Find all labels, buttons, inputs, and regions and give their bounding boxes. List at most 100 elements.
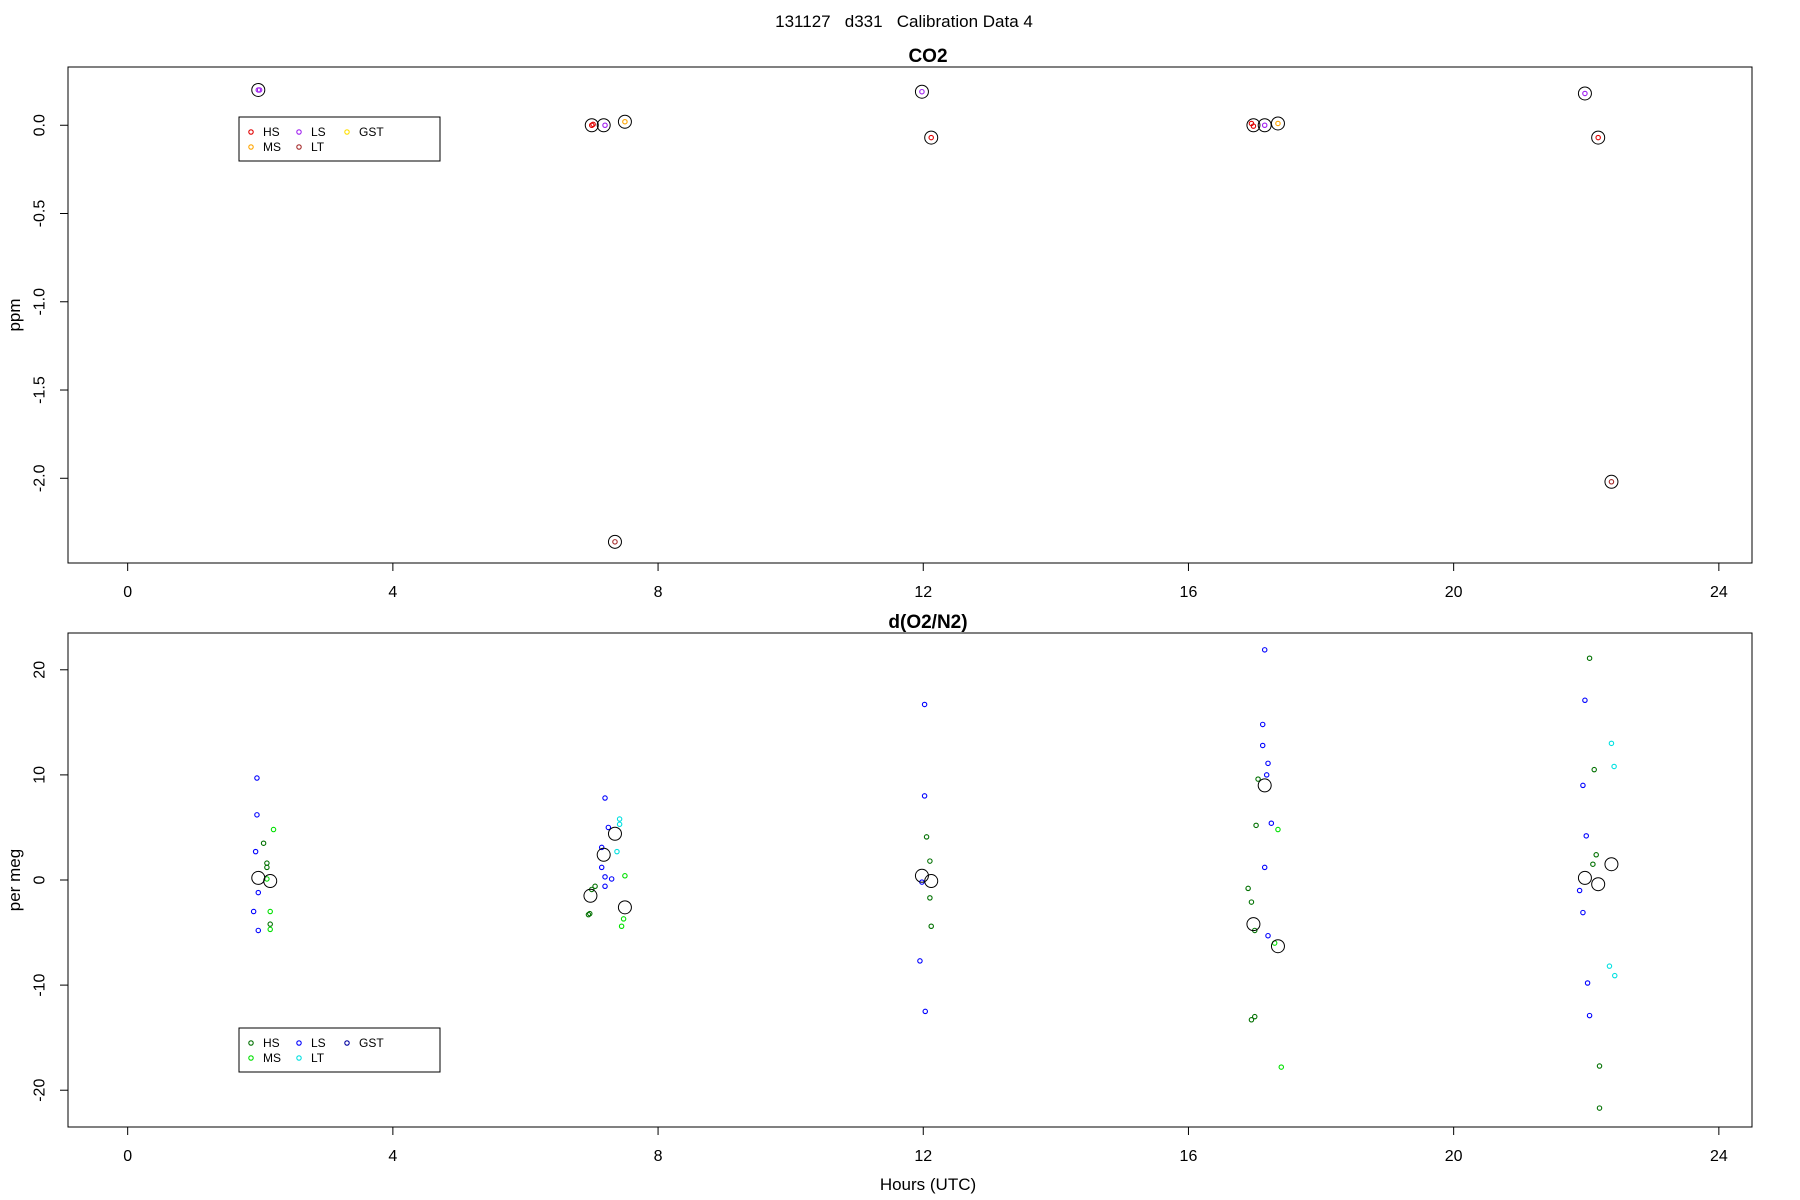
data-point — [1606, 963, 1613, 969]
x-tick-label: 24 — [1710, 584, 1728, 601]
data-point — [618, 923, 625, 929]
legend-item-ls: LS — [296, 1036, 326, 1050]
panel-title: CO2 — [908, 46, 947, 67]
mean-marker — [1246, 118, 1261, 133]
y-axis-label: ppm — [5, 298, 24, 331]
x-tick-label: 16 — [1180, 1148, 1198, 1165]
data-point — [1275, 120, 1281, 127]
data-point — [1596, 1063, 1603, 1069]
data-point — [1250, 123, 1257, 129]
data-point — [254, 812, 260, 818]
data-point — [602, 795, 608, 801]
data-point — [620, 916, 627, 922]
y-tick-label: -10 — [32, 973, 49, 996]
x-tick-label: 20 — [1445, 584, 1463, 601]
data-point — [622, 873, 628, 879]
y-tick-label: 0 — [32, 875, 49, 884]
mean-markers — [251, 778, 1619, 954]
legend-label: HS — [263, 125, 280, 139]
series-ls — [255, 87, 1588, 128]
legend-item-ms: MS — [248, 1051, 281, 1065]
data-point — [585, 911, 592, 918]
legend-marker — [296, 1040, 302, 1046]
data-point — [1248, 1017, 1255, 1023]
data-point — [598, 864, 605, 871]
legend-marker — [344, 1040, 350, 1046]
y-tick-label: 20 — [32, 661, 49, 679]
data-point — [1611, 763, 1617, 770]
data-point — [1580, 782, 1586, 789]
mean-marker — [1270, 939, 1285, 954]
data-point — [614, 848, 620, 855]
panel-0: CO2 ppm 0 4 8 12 16 20 24 0.0 -0.5 -1.0 -1.5 -2.0 HSMS… — [5, 46, 1753, 601]
x-tick-label: 8 — [654, 1148, 663, 1165]
data-point — [1580, 909, 1586, 916]
data-point — [605, 824, 612, 831]
legend-item-ls: LS — [296, 125, 326, 139]
x-tick-label: 4 — [388, 584, 397, 601]
mean-marker — [1270, 116, 1285, 131]
legend-item-hs: HS — [248, 1036, 280, 1050]
data-point — [255, 927, 262, 934]
data-point — [250, 908, 257, 915]
mean-marker — [596, 118, 611, 133]
data-point — [616, 816, 623, 822]
legend-item-gst: GST — [344, 125, 384, 139]
data-point — [1278, 1064, 1285, 1070]
data-point — [1245, 885, 1251, 892]
mean-marker — [1591, 130, 1606, 145]
data-point — [923, 834, 930, 840]
x-tick-label: 16 — [1180, 584, 1198, 601]
series-lt — [612, 479, 1615, 545]
x-tick-label: 0 — [123, 1148, 132, 1165]
data-point — [921, 793, 928, 799]
legend-marker — [248, 144, 254, 150]
y-tick-label: -2.0 — [32, 464, 49, 492]
mean-marker — [1246, 917, 1261, 932]
legend-box — [238, 1027, 441, 1073]
legend-box — [238, 116, 441, 162]
mean-marker — [617, 900, 632, 915]
x-axis-label: Hours (UTC) — [880, 1175, 976, 1194]
data-point — [1612, 972, 1618, 979]
x-tick-label: 0 — [123, 584, 132, 601]
data-point — [267, 908, 273, 915]
mean-marker — [263, 874, 278, 889]
mean-marker — [596, 847, 611, 862]
mean-marker — [1604, 857, 1619, 872]
data-point — [1248, 899, 1255, 905]
data-point — [1608, 740, 1615, 747]
data-point — [1586, 1012, 1593, 1019]
legend-label: LT — [311, 1051, 325, 1065]
mean-marker — [617, 114, 632, 129]
data-point — [1259, 721, 1266, 728]
mean-marker — [251, 82, 266, 97]
series-hs — [260, 655, 1603, 1111]
series-hs — [589, 120, 1601, 141]
data-point — [602, 122, 608, 128]
data-point — [270, 826, 277, 833]
legend-label: HS — [263, 1036, 280, 1050]
series-ms — [622, 118, 1281, 127]
legend-marker — [296, 1055, 302, 1061]
data-point — [602, 874, 608, 880]
data-point — [927, 895, 933, 901]
data-point — [1595, 134, 1601, 141]
mean-marker — [924, 130, 939, 145]
legend-label: GST — [359, 125, 384, 139]
data-point — [917, 958, 923, 964]
mean-marker — [914, 868, 929, 883]
panel-title: d(O2/N2) — [888, 612, 967, 633]
data-point — [1268, 820, 1275, 826]
legend-item-ms: MS — [248, 140, 281, 154]
x-tick-label: 8 — [654, 584, 663, 601]
legend-item-hs: HS — [248, 125, 280, 139]
legend-label: LT — [311, 140, 325, 154]
data-point — [592, 883, 598, 890]
legend-item-lt: LT — [296, 140, 325, 154]
legend-label: MS — [263, 1051, 281, 1065]
mean-marker — [1591, 877, 1606, 892]
data-point — [622, 118, 628, 125]
